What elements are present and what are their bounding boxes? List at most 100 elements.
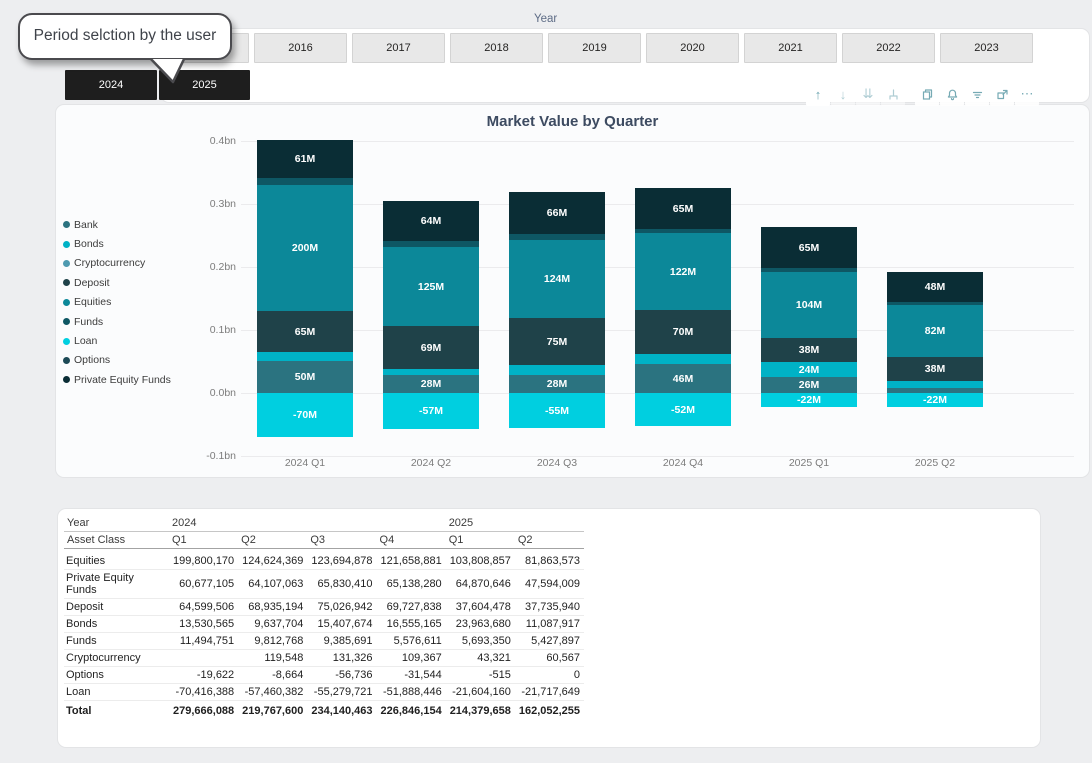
quarter-header-4: Q1 xyxy=(445,531,515,549)
bar-segment-label: 75M xyxy=(546,335,568,348)
focus-mode-icon[interactable] xyxy=(990,82,1014,106)
bar-segment-deposit-2024-q2[interactable]: 69M xyxy=(383,326,479,369)
bar-segment-funds-2025-q2[interactable] xyxy=(887,302,983,305)
market-value-chart: Market Value by Quarter Bank Bonds Cryptoc… xyxy=(55,104,1090,478)
legend-item-bonds[interactable]: Bonds xyxy=(63,234,171,253)
year-button-2020[interactable]: 2020 xyxy=(646,33,739,63)
table-cell: -70,416,388 xyxy=(169,683,239,701)
legend-label: Loan xyxy=(74,335,98,348)
table-cell: 64,599,506 xyxy=(169,598,239,616)
bar-segment-private-equity-funds-2025-q1[interactable]: 65M xyxy=(761,227,857,268)
bar-segment-equities-2024-q2[interactable]: 125M xyxy=(383,247,479,326)
bar-segment-loan-2024-q4[interactable]: -52M xyxy=(635,393,731,426)
legend-item-cryptocurrency[interactable]: Cryptocurrency xyxy=(63,254,171,273)
bar-segment-deposit-2024-q3[interactable]: 75M xyxy=(509,318,605,365)
bar-segment-equities-2024-q3[interactable]: 124M xyxy=(509,240,605,318)
bar-segment-private-equity-funds-2024-q3[interactable]: 66M xyxy=(509,192,605,234)
bar-segment-loan-2024-q3[interactable]: -55M xyxy=(509,393,605,428)
legend-label: Bank xyxy=(74,218,98,231)
expand-all-down-icon[interactable]: ⇊ xyxy=(856,82,880,106)
bar-segment-bank-2024-q2[interactable]: 28M xyxy=(383,375,479,393)
year-button-2025[interactable]: 2025 xyxy=(159,70,250,100)
year-button-2023[interactable]: 2023 xyxy=(940,33,1033,63)
legend-item-options[interactable]: Options xyxy=(63,351,171,370)
bar-segment-bonds-2024-q4[interactable] xyxy=(635,354,731,364)
table-cell: 5,427,897 xyxy=(514,632,585,650)
legend-item-private-equity-funds[interactable]: Private Equity Funds xyxy=(63,370,171,389)
legend-item-equities[interactable]: Equities xyxy=(63,293,171,312)
table-cell: 11,087,917 xyxy=(514,615,585,633)
bar-segment-label: 24M xyxy=(798,363,820,376)
bar-segment-bank-2025-q2[interactable] xyxy=(887,388,983,393)
bar-segment-equities-2024-q4[interactable]: 122M xyxy=(635,233,731,310)
bar-segment-private-equity-funds-2024-q1[interactable]: 61M xyxy=(257,140,353,178)
year-group-2025: 2025 xyxy=(445,515,585,532)
bar-segment-funds-2024-q3[interactable] xyxy=(509,234,605,240)
bar-segment-bonds-2025-q1[interactable]: 24M xyxy=(761,362,857,377)
alert-icon[interactable] xyxy=(940,82,964,106)
bar-segment-loan-2024-q1[interactable]: -70M xyxy=(257,393,353,437)
drill-up-icon[interactable]: ↑ xyxy=(806,82,830,106)
bar-segment-equities-2024-q1[interactable]: 200M xyxy=(257,185,353,311)
more-options-icon[interactable]: ⋯ xyxy=(1015,82,1039,106)
year-button-2017[interactable]: 2017 xyxy=(352,33,445,63)
year-button-2024[interactable]: 2024 xyxy=(65,70,157,100)
table-cell xyxy=(169,649,239,667)
drill-down-icon[interactable]: ↓ xyxy=(831,82,855,106)
bar-segment-bonds-2024-q2[interactable] xyxy=(383,369,479,375)
bar-segment-bank-2025-q1[interactable]: 26M xyxy=(761,377,857,393)
asset-class-matrix: Year 2024 2025 Asset Class Q1 Q2 Q3 Q4 Q1 Q2 Equi… xyxy=(57,508,1041,748)
bar-segment-deposit-2025-q2[interactable]: 38M xyxy=(887,357,983,381)
bar-segment-private-equity-funds-2024-q4[interactable]: 65M xyxy=(635,188,731,229)
gridline xyxy=(241,141,1074,142)
row-label: Total xyxy=(64,700,169,719)
bar-segment-funds-2024-q4[interactable] xyxy=(635,229,731,233)
legend-item-loan[interactable]: Loan xyxy=(63,331,171,350)
year-button-2018[interactable]: 2018 xyxy=(450,33,543,63)
bar-segment-private-equity-funds-2024-q2[interactable]: 64M xyxy=(383,201,479,241)
bar-segment-equities-2025-q1[interactable]: 104M xyxy=(761,272,857,338)
table-row-funds: Funds 11,494,751 9,812,768 9,385,691 5,576,6… xyxy=(64,632,585,650)
copy-icon[interactable] xyxy=(915,82,939,106)
bar-segment-label: -55M xyxy=(545,404,569,417)
table-cell: -56,736 xyxy=(307,666,377,684)
table-cell: 119,548 xyxy=(238,649,308,667)
bar-segment-bank-2024-q4[interactable]: 46M xyxy=(635,364,731,393)
legend-item-deposit[interactable]: Deposit xyxy=(63,273,171,292)
table-cell: -21,604,160 xyxy=(445,683,515,701)
legend-item-funds[interactable]: Funds xyxy=(63,312,171,331)
year-button-2022[interactable]: 2022 xyxy=(842,33,935,63)
bar-segment-funds-2025-q1[interactable] xyxy=(761,268,857,272)
year-header-row: Year 2024 2025 xyxy=(64,515,585,532)
bar-segment-loan-2025-q2[interactable]: -22M xyxy=(887,393,983,407)
bar-segment-label: 61M xyxy=(294,153,316,165)
bar-segment-bank-2024-q1[interactable]: 50M xyxy=(257,361,353,393)
table-cell: 214,379,658 xyxy=(445,700,515,719)
year-button-2016[interactable]: 2016 xyxy=(254,33,347,63)
y-axis-tick: 0.3bn xyxy=(209,198,236,210)
bar-segment-bonds-2025-q2[interactable] xyxy=(887,381,983,388)
table-row-options: Options -19,622 -8,664 -56,736 -31,544 -515 0 xyxy=(64,666,585,684)
table-cell: 16,555,165 xyxy=(376,615,446,633)
bar-segment-bonds-2024-q1[interactable] xyxy=(257,352,353,361)
bar-segment-label: 65M xyxy=(798,241,820,254)
bar-segment-funds-2024-q1[interactable] xyxy=(257,178,353,185)
bar-segment-bonds-2024-q3[interactable] xyxy=(509,365,605,375)
year-button-2021[interactable]: 2021 xyxy=(744,33,837,63)
legend-item-bank[interactable]: Bank xyxy=(63,215,171,234)
bar-segment-loan-2024-q2[interactable]: -57M xyxy=(383,393,479,429)
bar-segment-funds-2024-q2[interactable] xyxy=(383,241,479,247)
bar-segment-bank-2024-q3[interactable]: 28M xyxy=(509,375,605,393)
bar-segment-private-equity-funds-2025-q2[interactable]: 48M xyxy=(887,272,983,302)
year-button-2019[interactable]: 2019 xyxy=(548,33,641,63)
annotation-callout-tail xyxy=(149,59,186,84)
bar-segment-deposit-2024-q4[interactable]: 70M xyxy=(635,310,731,354)
table-cell: 47,594,009 xyxy=(514,569,585,599)
bar-segment-equities-2025-q2[interactable]: 82M xyxy=(887,305,983,357)
bar-segment-deposit-2025-q1[interactable]: 38M xyxy=(761,338,857,362)
bar-segment-deposit-2024-q1[interactable]: 65M xyxy=(257,311,353,352)
expand-next-level-icon[interactable] xyxy=(881,82,905,106)
filter-icon[interactable] xyxy=(965,82,989,106)
bar-segment-label: -57M xyxy=(419,405,443,417)
bar-segment-loan-2025-q1[interactable]: -22M xyxy=(761,393,857,407)
